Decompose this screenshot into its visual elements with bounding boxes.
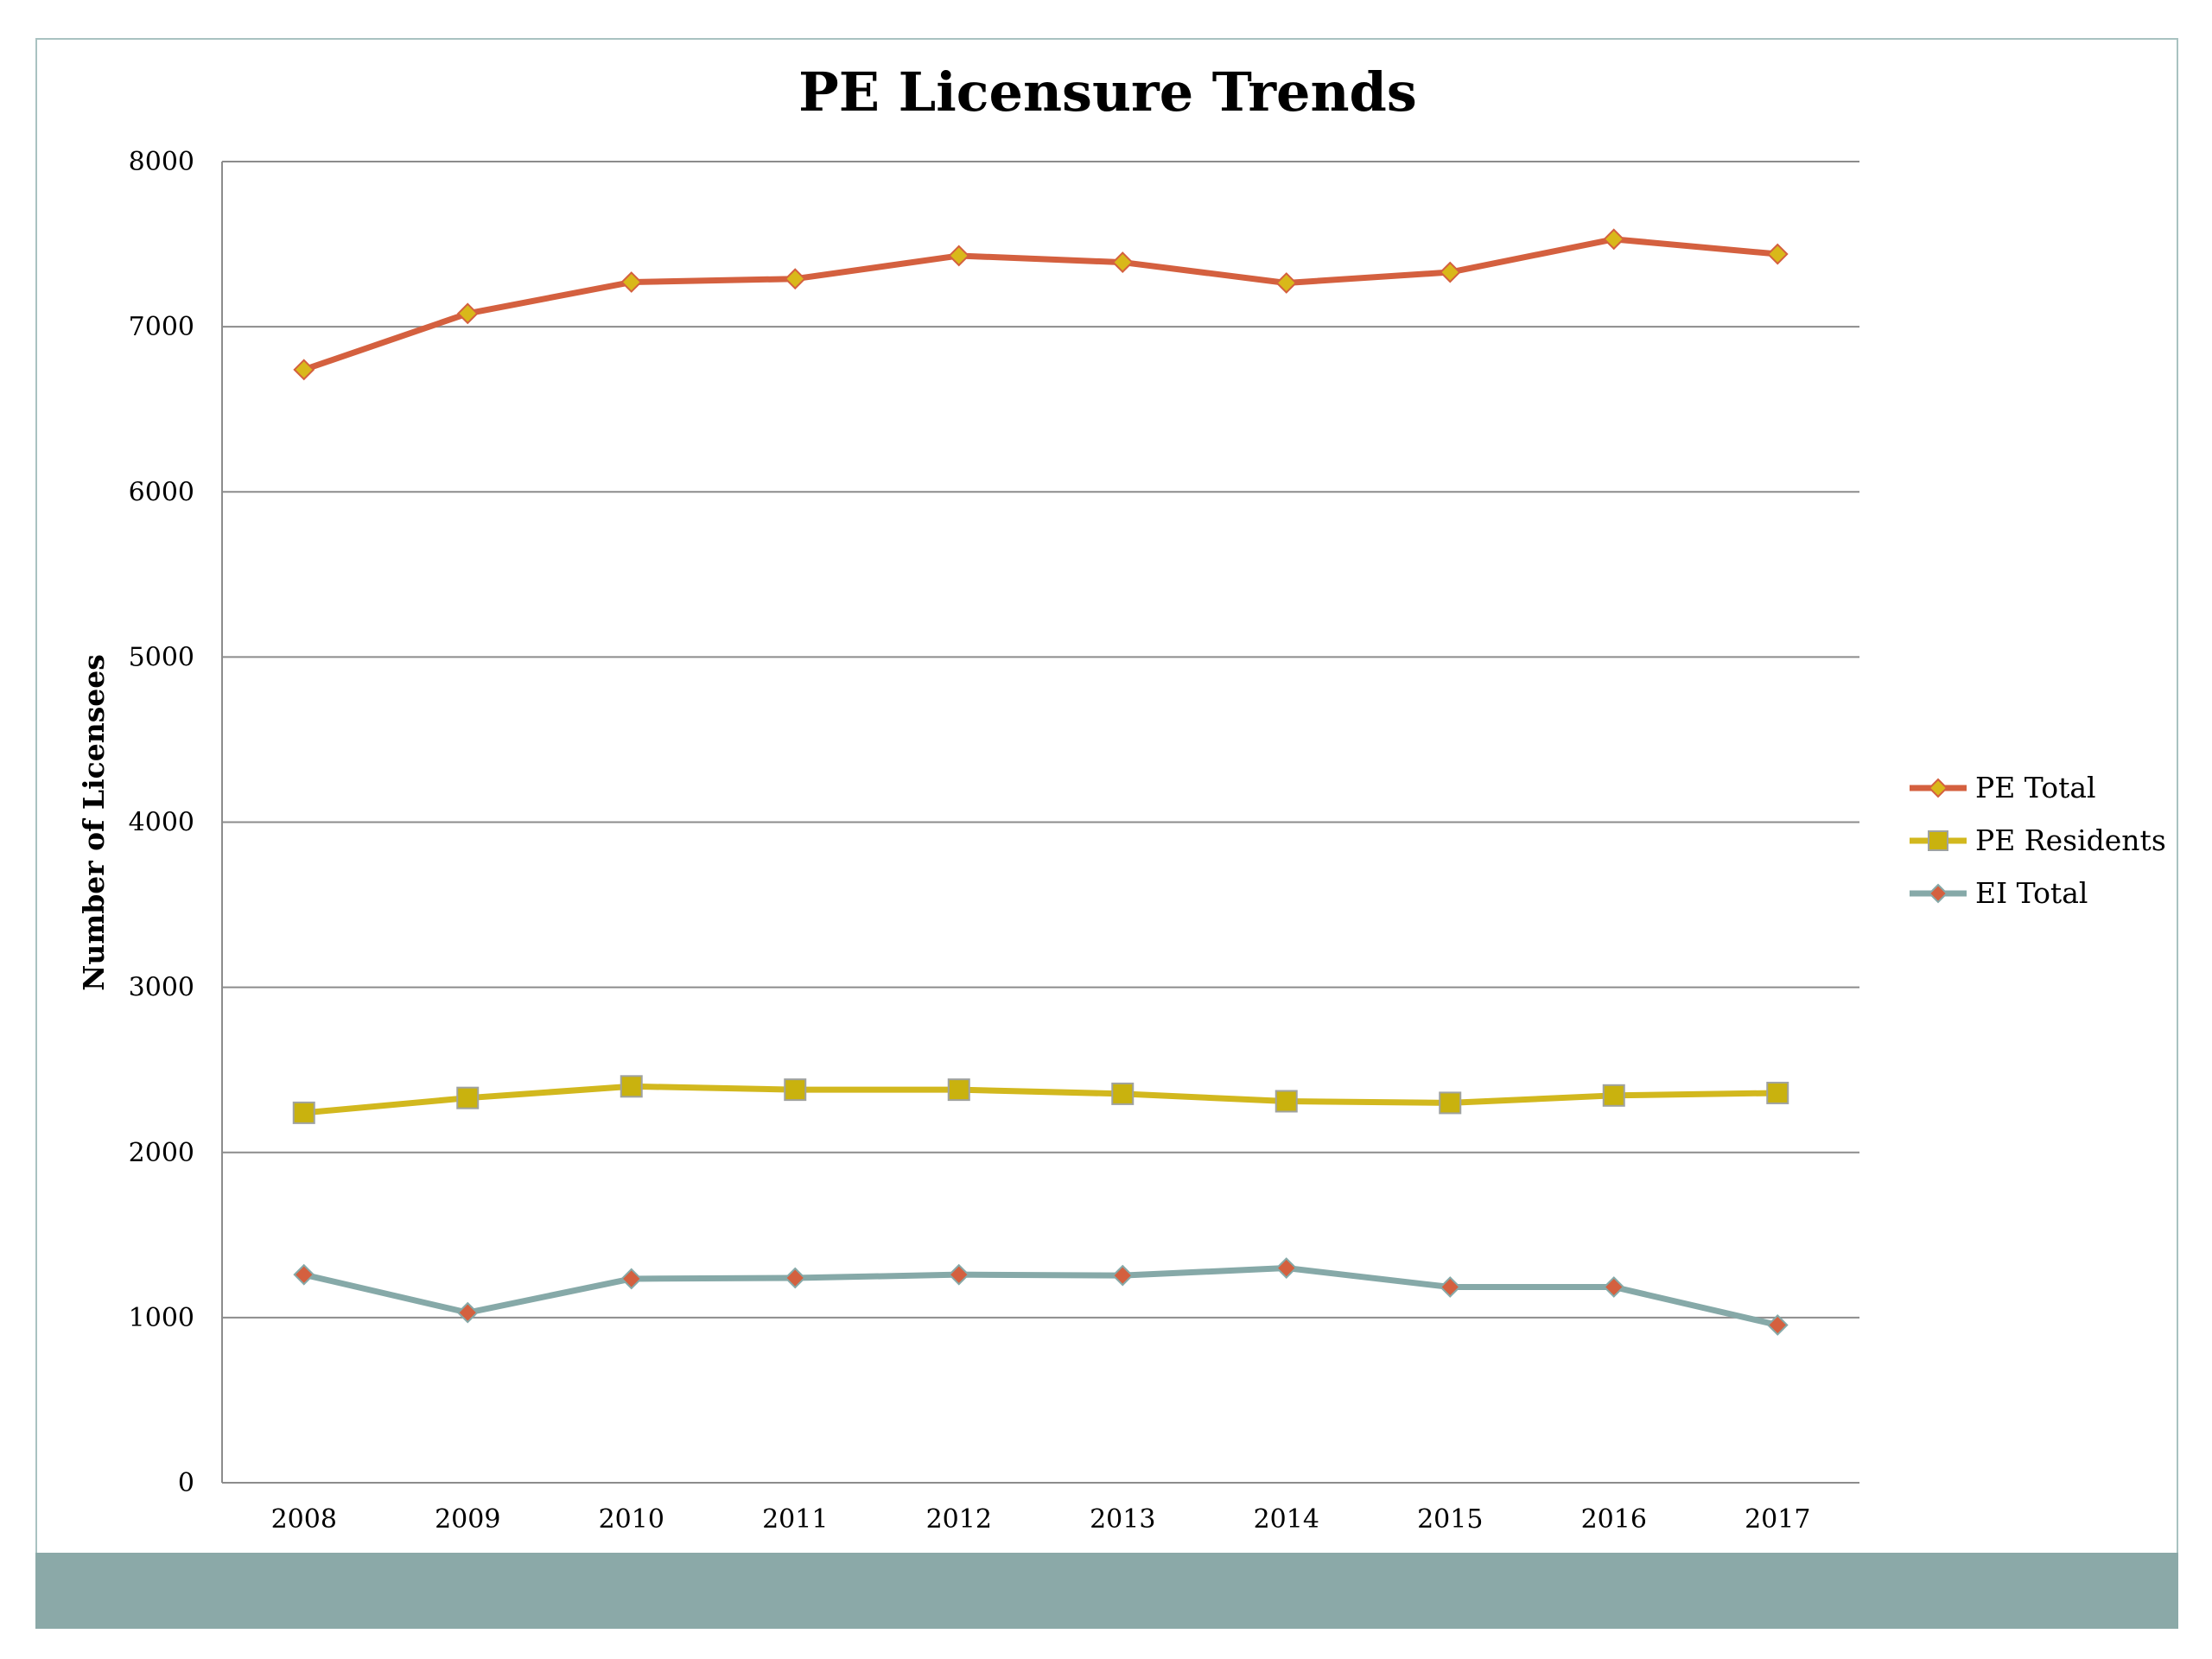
series-pe-residents xyxy=(292,1075,1789,1124)
data-point-pe-total xyxy=(456,302,479,325)
data-point-pe-total xyxy=(948,245,970,267)
gridlines xyxy=(222,161,1859,1319)
y-tick-label: 5000 xyxy=(129,642,194,672)
data-point-pe-total xyxy=(620,271,643,293)
data-point-ei-total xyxy=(620,1268,643,1290)
series-line-pe-residents xyxy=(301,1083,1781,1116)
y-tick-label: 4000 xyxy=(129,808,194,838)
legend-marker xyxy=(1928,883,1948,904)
legend-item-ei-total: EI Total xyxy=(1910,876,2088,910)
data-point-pe-residents xyxy=(1766,1081,1789,1104)
x-tick-label: 2008 xyxy=(271,1504,337,1535)
data-point-pe-total xyxy=(1275,272,1298,294)
data-point-pe-residents xyxy=(292,1101,315,1124)
legend-label: PE Residents xyxy=(1975,823,2166,857)
series-line-pe-total xyxy=(301,236,1781,373)
data-point-ei-total xyxy=(1766,1314,1789,1336)
data-point-ei-total xyxy=(784,1267,806,1289)
x-tick-label: 2013 xyxy=(1090,1504,1155,1535)
data-point-ei-total xyxy=(293,1263,315,1286)
legend-label: PE Total xyxy=(1975,771,2096,804)
data-point-pe-residents xyxy=(784,1078,807,1102)
data-point-ei-total xyxy=(1275,1257,1298,1279)
y-axis-label: Number of Licensees xyxy=(77,654,111,991)
data-point-pe-residents xyxy=(1602,1084,1625,1107)
x-tick-label: 2016 xyxy=(1581,1504,1647,1535)
x-tick-label: 2014 xyxy=(1254,1504,1319,1535)
slide-frame xyxy=(35,38,2178,1628)
data-point-ei-total xyxy=(1439,1276,1461,1298)
data-point-pe-residents xyxy=(947,1078,970,1102)
data-point-pe-total xyxy=(1111,251,1134,274)
legend-label: EI Total xyxy=(1975,876,2088,910)
data-point-pe-total xyxy=(784,268,806,290)
y-tick-label: 0 xyxy=(178,1468,194,1498)
data-point-pe-residents xyxy=(1439,1091,1462,1115)
data-point-pe-total xyxy=(1603,228,1625,251)
data-point-ei-total xyxy=(1603,1276,1625,1298)
legend-item-pe-residents: PE Residents xyxy=(1910,823,2166,857)
data-point-pe-total xyxy=(1766,243,1789,265)
y-tick-labels: 0 1000 2000 3000 4000 5000 6000 7000 8000 xyxy=(129,147,194,1498)
series-line-ei-total xyxy=(301,1265,1781,1328)
x-tick-label: 2015 xyxy=(1417,1504,1483,1535)
x-tick-label: 2009 xyxy=(435,1504,500,1535)
legend-marker xyxy=(1928,778,1948,798)
y-tick-label: 8000 xyxy=(129,147,194,177)
series-ei-total xyxy=(293,1257,1789,1336)
x-tick-labels: 2008 2009 2010 2011 2012 2013 2014 2015 2016 2017 xyxy=(271,1504,1811,1535)
data-point-pe-residents xyxy=(620,1075,643,1098)
data-point-ei-total xyxy=(948,1263,970,1286)
data-point-pe-residents xyxy=(1111,1082,1135,1105)
data-point-pe-total xyxy=(1439,261,1461,283)
series-layer xyxy=(292,228,1789,1336)
legend-marker xyxy=(1928,830,1948,851)
data-point-ei-total xyxy=(1111,1264,1134,1287)
footer-band xyxy=(35,1553,2178,1629)
x-tick-label: 2017 xyxy=(1745,1504,1810,1535)
data-point-pe-total xyxy=(293,359,315,381)
legend: PE Total PE Residents EI Total xyxy=(1910,771,2166,910)
data-point-pe-residents xyxy=(456,1086,480,1109)
y-tick-label: 7000 xyxy=(129,312,194,342)
legend-item-pe-total: PE Total xyxy=(1910,771,2096,804)
y-tick-label: 3000 xyxy=(129,973,194,1003)
data-point-ei-total xyxy=(456,1301,479,1324)
y-tick-label: 2000 xyxy=(129,1138,194,1168)
x-tick-label: 2010 xyxy=(599,1504,664,1535)
x-tick-label: 2011 xyxy=(762,1504,828,1535)
chart-title: PE Licensure Trends xyxy=(798,60,1417,124)
x-tick-label: 2012 xyxy=(926,1504,992,1535)
y-tick-label: 6000 xyxy=(129,477,194,507)
data-point-pe-residents xyxy=(1274,1090,1298,1113)
y-tick-label: 1000 xyxy=(129,1303,194,1333)
series-pe-total xyxy=(293,228,1789,381)
